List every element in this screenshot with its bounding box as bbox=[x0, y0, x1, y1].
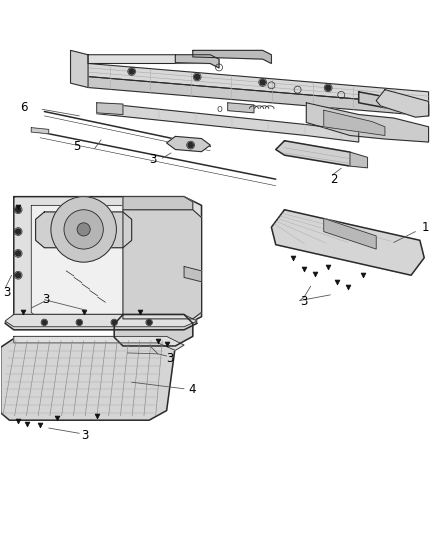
Circle shape bbox=[51, 197, 117, 262]
Polygon shape bbox=[228, 103, 254, 113]
Text: 2: 2 bbox=[330, 173, 338, 185]
Circle shape bbox=[42, 320, 46, 325]
Polygon shape bbox=[175, 55, 219, 68]
Polygon shape bbox=[166, 136, 210, 152]
Text: 3: 3 bbox=[81, 429, 89, 442]
Polygon shape bbox=[324, 110, 385, 135]
Circle shape bbox=[188, 142, 193, 148]
Polygon shape bbox=[359, 92, 428, 116]
Text: 1: 1 bbox=[422, 221, 430, 233]
Polygon shape bbox=[114, 314, 193, 346]
Text: 4: 4 bbox=[188, 383, 196, 396]
Polygon shape bbox=[193, 51, 272, 63]
Circle shape bbox=[15, 272, 21, 278]
Polygon shape bbox=[14, 336, 184, 350]
Polygon shape bbox=[97, 103, 123, 115]
Polygon shape bbox=[350, 152, 367, 168]
Polygon shape bbox=[97, 103, 359, 142]
Polygon shape bbox=[272, 210, 424, 275]
Circle shape bbox=[194, 74, 200, 79]
Circle shape bbox=[260, 80, 265, 85]
Polygon shape bbox=[88, 77, 428, 116]
Polygon shape bbox=[1, 338, 175, 420]
Text: 6: 6 bbox=[20, 101, 28, 114]
Polygon shape bbox=[71, 51, 88, 87]
Polygon shape bbox=[14, 197, 201, 326]
Circle shape bbox=[77, 320, 81, 325]
Polygon shape bbox=[31, 128, 49, 134]
Polygon shape bbox=[123, 197, 193, 210]
Circle shape bbox=[325, 85, 331, 91]
Polygon shape bbox=[5, 314, 197, 330]
Polygon shape bbox=[5, 314, 197, 327]
Text: 5: 5 bbox=[73, 140, 80, 153]
Text: 3: 3 bbox=[300, 295, 307, 308]
Polygon shape bbox=[324, 219, 376, 249]
Polygon shape bbox=[306, 103, 428, 142]
Polygon shape bbox=[88, 63, 428, 105]
Text: 3: 3 bbox=[149, 153, 156, 166]
Text: 3: 3 bbox=[42, 293, 49, 306]
Polygon shape bbox=[31, 205, 184, 320]
Circle shape bbox=[129, 69, 134, 74]
Polygon shape bbox=[276, 141, 359, 166]
Circle shape bbox=[64, 210, 103, 249]
Text: 3: 3 bbox=[166, 352, 174, 365]
Circle shape bbox=[15, 207, 21, 212]
Polygon shape bbox=[376, 90, 428, 117]
Polygon shape bbox=[184, 266, 201, 282]
Text: o: o bbox=[216, 104, 222, 114]
Circle shape bbox=[77, 223, 90, 236]
Circle shape bbox=[112, 320, 117, 325]
Polygon shape bbox=[35, 212, 132, 248]
Text: 3: 3 bbox=[3, 286, 10, 299]
Circle shape bbox=[147, 320, 151, 325]
Polygon shape bbox=[88, 55, 219, 68]
Circle shape bbox=[15, 251, 21, 256]
Polygon shape bbox=[123, 210, 201, 319]
Circle shape bbox=[15, 229, 21, 234]
